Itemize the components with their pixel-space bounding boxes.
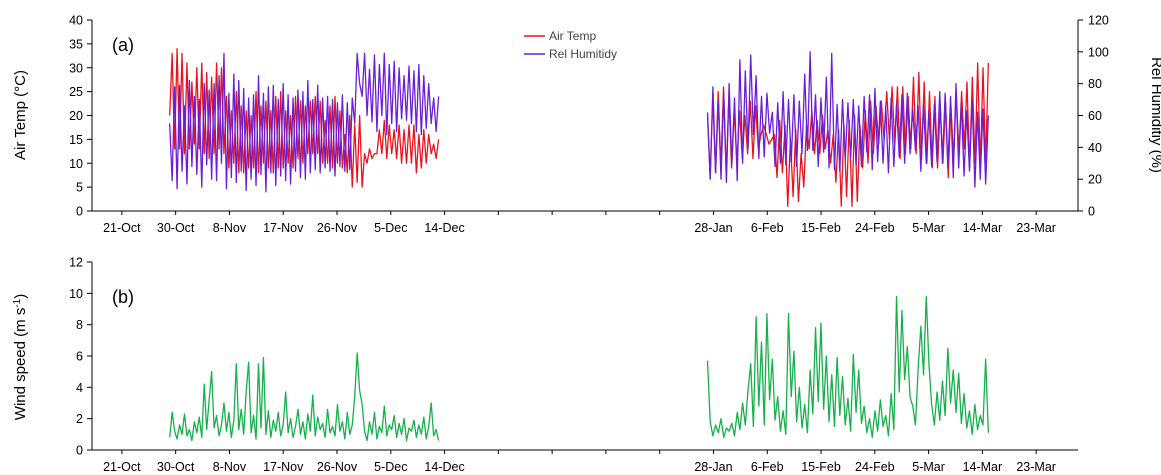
a-left-tick-label: 0 (76, 205, 83, 219)
panel-a-right-axis: 0 20 40 60 80 100 120 (1077, 14, 1109, 219)
panel-a-x-axis: 21-Oct 30-Oct 8-Nov 17-Nov 26-Nov 5-Dec 14-Dec… (92, 210, 1078, 235)
panel-b-ylabel-end: ) (12, 294, 29, 299)
b-left-tick-label: 6 (76, 350, 83, 364)
b-left-tick-label: 10 (69, 287, 83, 301)
b-x-tick-label: 21-Oct (103, 460, 141, 474)
a-left-tick-label: 15 (69, 133, 83, 147)
legend-label-air-temp: Air Temp (549, 29, 596, 43)
a-x-tick-label: 23-Mar (1016, 221, 1056, 235)
a-x-tick-label: 5-Dec (374, 221, 407, 235)
b-x-tick-label: 14-Dec (424, 460, 464, 474)
b-x-tick-label: 30-Oct (157, 460, 195, 474)
a-x-tick-label: 6-Feb (751, 221, 784, 235)
a-right-tick-label: 0 (1088, 205, 1095, 219)
panel-b-series (169, 295, 990, 442)
panel-a-ylabel: Air Temp (°C) (12, 70, 29, 160)
a-right-tick-label: 60 (1088, 109, 1102, 123)
b-x-tick-label: 23-Mar (1016, 460, 1056, 474)
b-left-tick-label: 4 (76, 381, 83, 395)
b-left-tick-label: 8 (76, 318, 83, 332)
a-left-tick-label: 35 (69, 37, 83, 51)
b-x-tick-label: 15-Feb (801, 460, 841, 474)
a-left-tick-label: 30 (69, 61, 83, 75)
a-left-tick-label: 5 (76, 181, 83, 195)
panel-a-legend: Air Temp Rel Humitidy (524, 29, 617, 61)
a-x-tick-label: 24-Feb (855, 221, 895, 235)
a-x-tick-label: 15-Feb (801, 221, 841, 235)
a-x-tick-label: 14-Dec (424, 221, 464, 235)
b-x-tick-label: 6-Feb (751, 460, 784, 474)
b-x-tick-label: 5-Dec (374, 460, 407, 474)
a-x-tick-label: 17-Nov (263, 221, 304, 235)
b-series-0-line-segment-1 (706, 295, 990, 439)
a-left-tick-label: 20 (69, 109, 83, 123)
panel-b: (b) 0 2 4 6 8 10 12 21-Oct 30-Oct 8-Nov 17-Nov 26-… (12, 256, 1078, 474)
b-x-tick-label: 24-Feb (855, 460, 895, 474)
a-left-tick-label: 10 (69, 157, 83, 171)
legend-label-rel-humidity: Rel Humitidy (549, 47, 617, 61)
a-left-tick-label: 40 (69, 14, 83, 28)
panel-a-series (169, 48, 990, 207)
a-rel-humitidy-line-segment-0 (169, 52, 440, 193)
panel-b-left-axis: 0 2 4 6 8 10 12 (69, 256, 93, 458)
a-x-tick-label: 21-Oct (103, 221, 141, 235)
panel-b-ylabel-main: Wind speed (m s (12, 308, 29, 421)
panel-b-label: (b) (112, 287, 134, 307)
a-x-tick-label: 26-Nov (317, 221, 358, 235)
panel-b-ylabel-sup: -1 (12, 298, 23, 307)
panel-a: (a) 0 5 10 15 20 25 30 35 40 0 20 40 60 80 100 120 21-… (12, 14, 1161, 236)
b-x-tick-label: 26-Nov (317, 460, 358, 474)
panel-a-ylabel-right: Rel Humiditiy (%) (1148, 57, 1161, 173)
panel-a-left-axis: 0 5 10 15 20 25 30 35 40 (69, 14, 93, 219)
b-x-tick-label: 17-Nov (263, 460, 304, 474)
a-rel-humitidy-line-segment-1 (706, 51, 990, 188)
a-right-tick-label: 120 (1088, 14, 1109, 28)
a-right-tick-label: 40 (1088, 141, 1102, 155)
a-x-tick-label: 5-Mar (912, 221, 945, 235)
a-right-tick-label: 80 (1088, 77, 1102, 91)
b-left-tick-label: 2 (76, 412, 83, 426)
a-x-tick-label: 28-Jan (694, 221, 732, 235)
b-x-tick-label: 28-Jan (694, 460, 732, 474)
b-x-tick-label: 14-Mar (963, 460, 1003, 474)
panel-a-label: (a) (112, 35, 134, 55)
b-left-tick-label: 12 (69, 256, 83, 270)
b-x-tick-label: 8-Nov (213, 460, 247, 474)
a-right-tick-label: 20 (1088, 173, 1102, 187)
a-left-tick-label: 25 (69, 85, 83, 99)
a-x-tick-label: 30-Oct (157, 221, 195, 235)
a-x-tick-label: 14-Mar (963, 221, 1003, 235)
b-x-tick-label: 5-Mar (912, 460, 945, 474)
panel-b-ylabel: Wind speed (m s-1) (12, 294, 30, 420)
b-left-tick-label: 0 (76, 444, 83, 458)
a-x-tick-label: 8-Nov (213, 221, 247, 235)
panel-b-x-axis: 21-Oct 30-Oct 8-Nov 17-Nov 26-Nov 5-Dec 14-Dec… (92, 449, 1078, 474)
a-right-tick-label: 100 (1088, 45, 1109, 59)
b-series-0-line-segment-0 (169, 352, 440, 442)
